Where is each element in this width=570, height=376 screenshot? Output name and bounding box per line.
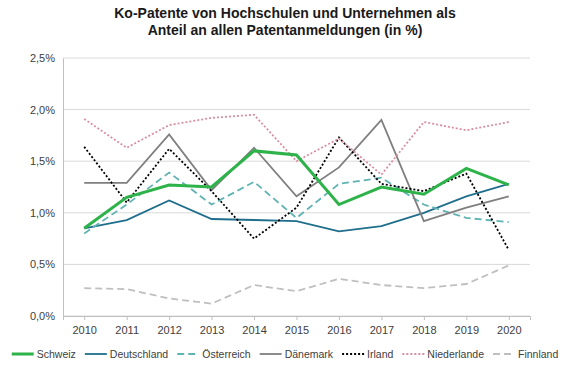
x-tick-mark	[466, 316, 467, 320]
y-tick: 2,5%	[30, 52, 63, 64]
y-tick-label: 2,5%	[30, 52, 55, 64]
series-line	[84, 151, 509, 228]
legend-label: Österreich	[202, 348, 251, 360]
x-tick-label: 2010	[72, 324, 96, 336]
y-tick-label: 1,0%	[30, 207, 55, 219]
x-tick-mark	[169, 316, 170, 320]
x-tick-label: 2018	[412, 324, 436, 336]
legend-label: Schweiz	[37, 348, 76, 360]
title: Ko-Patente von Hochschulen und Unternehm…	[114, 5, 456, 38]
y-axis: 0,0% 0,5% 1,0% 1,5% 2,0% 2,5%	[30, 52, 64, 322]
grid-line	[63, 264, 530, 265]
legend-item: Dänemark	[260, 348, 334, 360]
x-tick: 2017	[370, 316, 394, 336]
y-tick-label: 2,0%	[30, 104, 55, 116]
grid-line	[63, 58, 530, 59]
x-tick-mark	[127, 316, 128, 320]
legend-item: Österreich	[177, 348, 251, 360]
x-tick-mark	[254, 316, 255, 320]
legend-item: Finnland	[493, 348, 558, 360]
x-tick-label: 2012	[157, 324, 181, 336]
legend-label: Dänemark	[285, 348, 334, 360]
legend-label: Finnland	[518, 348, 558, 360]
x-tick: 2020	[497, 316, 521, 336]
x-tick: 2012	[157, 316, 181, 336]
legend-label: Niederlande	[427, 348, 484, 360]
y-tick-label: 0,0%	[30, 310, 55, 322]
grid-line	[63, 109, 530, 110]
x-tick: 2010	[72, 316, 96, 336]
legend-swatch	[342, 353, 364, 355]
legend-label: Irland	[367, 348, 393, 360]
x-tick-label: 2017	[370, 324, 394, 336]
legend-swatch	[12, 353, 34, 356]
x-tick-label: 2020	[497, 324, 521, 336]
x-tick-label: 2019	[455, 324, 479, 336]
x-tick-label: 2015	[285, 324, 309, 336]
chart: Ko-Patente von Hochschulen und Unternehm…	[0, 0, 570, 376]
x-tick: 2016	[327, 316, 351, 336]
x-tick-mark	[339, 316, 340, 320]
x-tick-label: 2013	[200, 324, 224, 336]
legend-item: Niederlande	[402, 348, 484, 360]
x-tick-mark	[424, 316, 425, 320]
y-tick: 0,0%	[30, 310, 63, 322]
y-tick-label: 0,5%	[30, 258, 55, 270]
x-tick-label: 2014	[242, 324, 266, 336]
grid	[63, 58, 530, 316]
x-tick-label: 2016	[327, 324, 351, 336]
x-tick: 2014	[242, 316, 266, 336]
x-axis: 2010 2011 2012 2013 2014 2015 2016 2017 2018 2019…	[64, 316, 531, 336]
series-line	[84, 115, 509, 175]
x-tick-mark	[212, 316, 213, 320]
legend-swatch	[85, 353, 107, 355]
grid-line	[63, 212, 530, 213]
series-line	[84, 120, 509, 221]
x-tick: 2019	[455, 316, 479, 336]
y-tick: 2,0%	[30, 104, 63, 116]
y-tick-label: 1,5%	[30, 155, 55, 167]
legend-item: Schweiz	[12, 348, 76, 360]
x-tick: 2015	[285, 316, 309, 336]
y-tick: 1,0%	[30, 207, 63, 219]
x-tick: 2011	[115, 316, 139, 336]
x-tick-mark	[381, 316, 382, 320]
legend-swatch	[493, 353, 515, 355]
series-line	[84, 265, 509, 303]
series-line	[84, 137, 509, 249]
lines	[84, 115, 509, 304]
x-tick: 2013	[200, 316, 224, 336]
y-axis-line	[63, 59, 64, 317]
x-axis-line	[64, 317, 531, 321]
legend-swatch	[177, 353, 199, 355]
y-tick: 0,5%	[30, 258, 63, 270]
legend-swatch	[402, 353, 424, 355]
legend-swatch	[260, 353, 282, 355]
x-tick: 2018	[412, 316, 436, 336]
x-tick-mark	[509, 316, 510, 320]
x-tick-label: 2011	[115, 324, 139, 336]
legend: Schweiz Deutschland Österreich Dänemark Irla…	[12, 348, 559, 360]
x-tick-mark	[84, 316, 85, 320]
x-tick-mark	[297, 316, 298, 320]
y-tick: 1,5%	[30, 155, 63, 167]
legend-label: Deutschland	[110, 348, 169, 360]
plot: 0,0% 0,5% 1,0% 1,5% 2,0% 2,5% 2010 2011 2012 2013…	[30, 52, 531, 336]
legend-item: Deutschland	[85, 348, 169, 360]
legend-item: Irland	[342, 348, 393, 360]
